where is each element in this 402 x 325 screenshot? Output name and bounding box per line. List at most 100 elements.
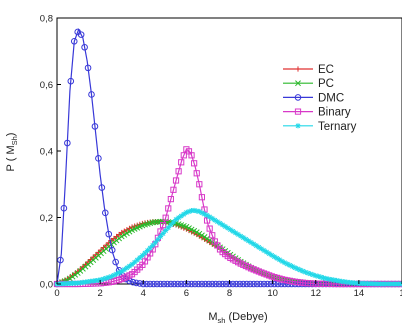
data-point [167,196,174,203]
x-tick-label: 2 [97,288,102,299]
y-axis-title-rest: ) [5,133,17,137]
data-point [139,252,145,259]
y-axis-title: P ( MSh) [5,133,19,172]
data-point [173,216,179,223]
data-point [191,207,197,214]
data-point [188,280,195,288]
data-point [112,258,119,266]
data-point [204,235,211,242]
data-point [178,213,184,219]
data-point [295,80,301,87]
data-point [184,280,192,288]
data-point [132,259,138,265]
data-point [178,159,185,166]
data-point [279,258,285,264]
data-point [215,280,223,288]
data-point [284,261,290,267]
data-point [276,257,283,263]
series-ternary [54,207,402,287]
data-point [271,280,278,288]
data-point [196,230,203,237]
data-point [195,280,202,288]
data-point [240,235,246,241]
data-point [194,208,200,214]
data-point [129,224,135,230]
data-point [176,215,182,221]
data-point [124,265,130,271]
data-point [315,273,321,280]
data-point [66,275,73,282]
data-point [222,223,228,230]
data-point [60,204,68,212]
data-point [287,262,293,268]
data-point [183,209,189,216]
data-point [225,225,231,231]
data-point [209,232,216,239]
data-point [143,280,150,288]
data-point [212,217,218,223]
data-point [160,230,166,237]
data-point [70,37,78,45]
data-point [264,280,271,288]
data-point [106,274,112,280]
data-point [72,271,79,278]
data-point [81,43,88,51]
data-point [91,123,99,130]
data-point [171,280,178,288]
data-point [238,233,244,239]
data-point [222,280,230,288]
data-point [305,270,311,276]
data-point [274,255,280,261]
data-point [88,91,95,98]
data-point [155,236,161,243]
data-point [253,280,261,288]
series-line [56,28,402,285]
data-point [245,238,252,244]
data-point [307,271,314,277]
data-point [64,139,71,147]
data-point [116,270,122,276]
data-point [157,218,164,225]
data-point [113,271,120,277]
data-point [298,280,306,288]
data-point [300,268,306,274]
data-point [302,269,308,275]
series-binary [53,146,402,288]
data-point [165,225,171,231]
data-point [188,152,195,159]
data-point [186,208,192,215]
data-point [235,231,241,238]
data-point [263,249,270,255]
data-point [295,266,301,272]
data-point [196,208,202,215]
data-point [121,231,128,238]
data-point [196,181,203,188]
x-tick-label: 12 [310,288,321,299]
data-point [236,280,244,288]
data-point [119,268,125,274]
data-point [108,246,116,254]
data-point [297,267,303,273]
data-point [181,211,187,217]
data-point [102,209,109,217]
legend-label: PC [318,78,334,90]
data-point [167,280,175,288]
data-point [136,280,144,287]
legend-label: EC [318,64,334,76]
data-point [111,272,117,278]
data-point [95,155,102,162]
data-point [108,273,114,280]
data-point [160,280,168,288]
x-tick-label: 6 [184,288,189,299]
data-point [310,272,316,278]
data-point [177,280,185,288]
data-point [133,279,140,287]
x-axis-title-rest: (Debye) [225,311,267,323]
data-point [126,263,133,269]
data-point [220,222,226,228]
data-point [229,280,237,288]
legend-label: Ternary [318,121,357,133]
data-point [271,254,277,260]
data-point [191,280,199,288]
data-point [150,280,157,288]
